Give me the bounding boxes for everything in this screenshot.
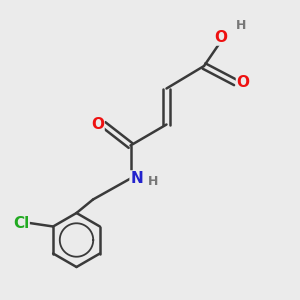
- Text: Cl: Cl: [13, 216, 29, 231]
- Text: O: O: [91, 117, 104, 132]
- Text: O: O: [236, 75, 250, 90]
- Text: H: H: [148, 175, 158, 188]
- Text: N: N: [130, 171, 143, 186]
- Text: O: O: [214, 30, 227, 45]
- Text: H: H: [236, 19, 247, 32]
